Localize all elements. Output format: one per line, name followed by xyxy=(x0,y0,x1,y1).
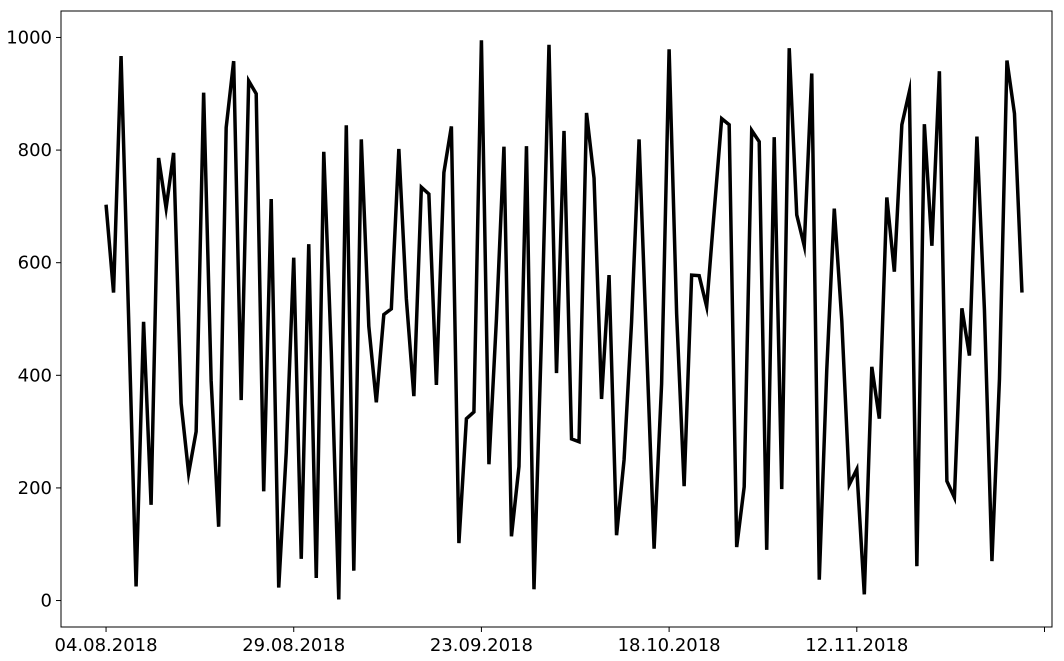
x-tick-label: 29.08.2018 xyxy=(242,635,345,656)
series-layer xyxy=(104,40,1024,600)
x-tick-label: 23.09.2018 xyxy=(430,635,533,656)
y-tick-label: 400 xyxy=(18,365,52,386)
y-tick-label: 1000 xyxy=(6,27,52,48)
x-tick-label: 04.08.2018 xyxy=(55,635,158,656)
x-tick-label: 18.10.2018 xyxy=(618,635,721,656)
x-tick-label: 12.11.2018 xyxy=(805,635,908,656)
x-axis: 04.08.2018 29.08.2018 23.09.2018 18.10.2018… xyxy=(55,627,1045,656)
series-line xyxy=(104,40,1024,600)
y-axis: 0 200 400 600 800 1000 xyxy=(6,27,61,612)
y-tick-label: 800 xyxy=(18,140,52,161)
y-tick-label: 200 xyxy=(18,478,52,499)
y-tick-label: 600 xyxy=(18,253,52,274)
y-tick-label: 0 xyxy=(41,591,52,612)
